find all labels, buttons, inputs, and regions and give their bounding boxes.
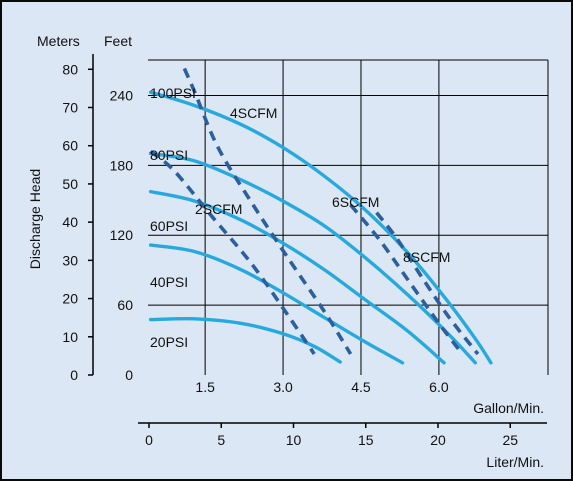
curve-labels: 20PSI 40PSI 60PSI 80PSI 100PSI 2SCFM 4SCFM 6SCF… xyxy=(150,85,450,350)
feet-tick-label: 120 xyxy=(110,227,134,243)
feet-tick-label: 0 xyxy=(125,367,133,383)
curve-label-4scfm: 4SCFM xyxy=(230,105,277,121)
gpm-tick-label: 6.0 xyxy=(429,379,449,395)
meters-tick-label: 70 xyxy=(62,100,78,116)
grid-lines xyxy=(148,59,549,375)
curve-40psi xyxy=(148,243,405,365)
feet-unit-label: Feet xyxy=(104,33,132,49)
curve-label-40psi: 40PSI xyxy=(150,274,188,290)
meters-tick-label: 50 xyxy=(62,176,78,192)
meters-tick-label: 10 xyxy=(62,329,78,345)
curve-100psi xyxy=(148,90,493,365)
meters-tick-label: 0 xyxy=(70,367,78,383)
curve-6scfm xyxy=(349,203,464,356)
lpm-tick-label: 15 xyxy=(358,432,374,448)
curve-4scfm xyxy=(182,67,353,355)
y-axis-title: Discharge Head xyxy=(27,169,43,269)
x-lpm-axis-label: Liter/Min. xyxy=(486,454,544,470)
curve-20psi xyxy=(148,316,342,364)
curves xyxy=(148,67,493,365)
gpm-tick-label: 3.0 xyxy=(273,379,293,395)
curve-2scfm xyxy=(149,149,316,356)
meters-tick-label: 40 xyxy=(62,214,78,230)
curve-label-2scfm: 2SCFM xyxy=(195,201,242,217)
gpm-tick-label: 4.5 xyxy=(351,379,371,395)
curve-80psi xyxy=(148,151,477,365)
lpm-tick-label: 25 xyxy=(502,432,518,448)
meters-unit-label: Meters xyxy=(37,33,80,49)
feet-tick-label: 240 xyxy=(110,87,134,103)
curve-label-100psi: 100PSI xyxy=(150,85,196,101)
curve-label-8scfm: 8SCFM xyxy=(403,249,450,265)
meters-tick-label: 20 xyxy=(62,291,78,307)
lpm-tick-label: 20 xyxy=(430,432,446,448)
curve-label-6scfm: 6SCFM xyxy=(332,194,379,210)
lpm-tick-label: 0 xyxy=(145,432,153,448)
lpm-tick-label: 10 xyxy=(286,432,302,448)
curve-label-60psi: 60PSI xyxy=(150,218,188,234)
feet-tick-label: 60 xyxy=(117,297,133,313)
lpm-tick-label: 5 xyxy=(217,432,225,448)
curve-8scfm xyxy=(375,211,480,356)
curve-label-20psi: 20PSI xyxy=(150,334,188,350)
x-gpm-axis-label: Gallon/Min. xyxy=(473,400,544,416)
meters-tick-label: 60 xyxy=(62,138,78,154)
meters-tick-label: 30 xyxy=(62,252,78,268)
curve-label-80psi: 80PSI xyxy=(150,147,188,163)
meters-tick-label: 80 xyxy=(62,61,78,77)
gpm-tick-label: 1.5 xyxy=(195,379,215,395)
feet-tick-label: 180 xyxy=(110,157,134,173)
